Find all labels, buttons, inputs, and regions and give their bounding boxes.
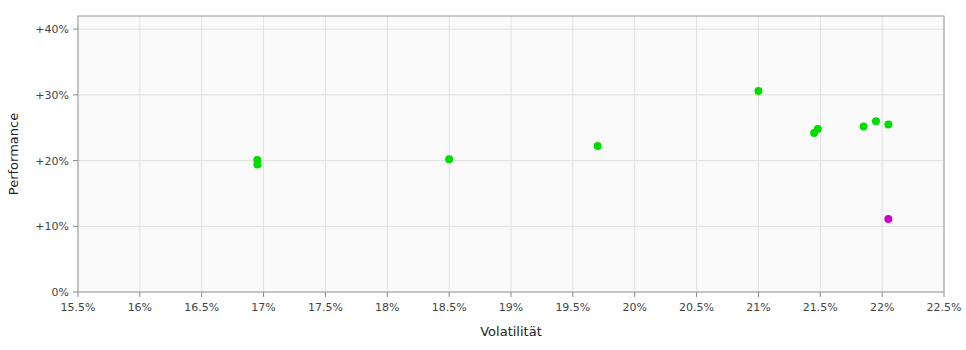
y-grid-line — [78, 226, 944, 227]
y-tick — [73, 292, 78, 293]
x-tick — [325, 292, 326, 297]
scatter-point — [754, 87, 762, 95]
x-tick-label: 20% — [622, 301, 646, 314]
x-axis-label: Volatilität — [480, 324, 542, 339]
y-axis-label: Performance — [6, 113, 21, 195]
x-tick — [387, 292, 388, 297]
x-grid-line — [696, 16, 697, 292]
grid — [78, 16, 944, 292]
y-grid-line — [78, 94, 944, 95]
x-tick-label: 19% — [499, 301, 523, 314]
x-tick — [882, 292, 883, 297]
x-grid-line — [449, 16, 450, 292]
x-grid-line — [572, 16, 573, 292]
x-grid-line — [820, 16, 821, 292]
x-grid-line — [634, 16, 635, 292]
x-tick-label: 17.5% — [308, 301, 343, 314]
plot-area — [78, 16, 944, 292]
x-tick — [201, 292, 202, 297]
y-tick — [73, 160, 78, 161]
x-tick — [820, 292, 821, 297]
x-tick-label: 21.5% — [803, 301, 838, 314]
x-tick-label: 20.5% — [679, 301, 714, 314]
x-grid-line — [387, 16, 388, 292]
x-tick-label: 16% — [128, 301, 152, 314]
x-tick — [139, 292, 140, 297]
y-tick-label: +40% — [35, 23, 69, 36]
x-tick — [758, 292, 759, 297]
x-tick-label: 22.5% — [927, 301, 962, 314]
scatter-point — [884, 120, 892, 128]
y-tick-label: +30% — [35, 89, 69, 102]
y-grid-line — [78, 29, 944, 30]
x-tick-label: 18% — [375, 301, 399, 314]
series — [884, 215, 892, 223]
scatter-point — [872, 117, 880, 125]
x-grid-line — [325, 16, 326, 292]
y-tick — [73, 226, 78, 227]
x-tick — [511, 292, 512, 297]
scatter-point — [884, 215, 892, 223]
x-grid-line — [882, 16, 883, 292]
tick-labels: 15.5% 16% 16.5% 17% 17.5% 18% 18.5% 19% 19.5% 20%… — [35, 23, 961, 314]
scatter-point — [253, 161, 261, 169]
x-tick-label: 22% — [870, 301, 894, 314]
scatter-point — [860, 122, 868, 130]
x-tick-label: 21% — [746, 301, 770, 314]
scatter-point — [594, 142, 602, 150]
x-tick — [634, 292, 635, 297]
series — [253, 87, 892, 169]
y-tick — [73, 29, 78, 30]
y-tick-label: +20% — [35, 155, 69, 168]
x-tick-label: 19.5% — [555, 301, 590, 314]
x-tick-label: 18.5% — [432, 301, 467, 314]
x-tick-label: 16.5% — [184, 301, 219, 314]
x-grid-line — [139, 16, 140, 292]
x-tick — [449, 292, 450, 297]
y-tick — [73, 94, 78, 95]
scatter-point — [814, 125, 822, 133]
x-tick — [696, 292, 697, 297]
x-tick — [572, 292, 573, 297]
y-tick-label: 0% — [52, 286, 69, 299]
y-tick-label: +10% — [35, 220, 69, 233]
x-tick-label: 17% — [251, 301, 275, 314]
points — [253, 87, 892, 223]
x-tick — [78, 292, 79, 297]
x-tick — [944, 292, 945, 297]
chart-container: 15.5% 16% 16.5% 17% 17.5% 18% 18.5% 19% 19.5% 20%… — [0, 0, 966, 350]
x-tick-label: 15.5% — [61, 301, 96, 314]
chart: 15.5% 16% 16.5% 17% 17.5% 18% 18.5% 19% 19.5% 20%… — [0, 0, 966, 350]
x-grid-line — [201, 16, 202, 292]
x-tick — [263, 292, 264, 297]
plot-frame — [78, 16, 944, 292]
x-grid-line — [511, 16, 512, 292]
scatter-point — [445, 155, 453, 163]
y-grid-line — [78, 160, 944, 161]
x-grid-line — [263, 16, 264, 292]
x-grid-line — [758, 16, 759, 292]
